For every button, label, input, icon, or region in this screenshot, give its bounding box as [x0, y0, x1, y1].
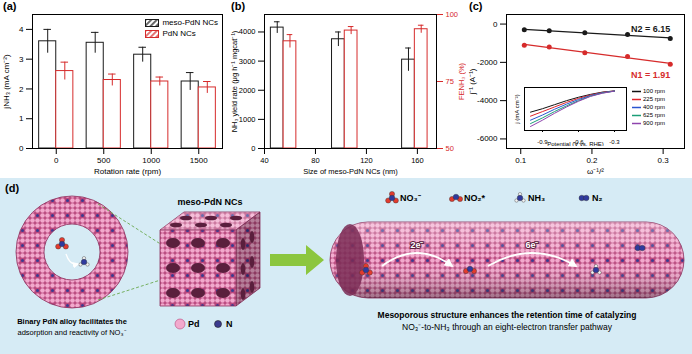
svg-text:NO₂*: NO₂*: [464, 193, 485, 203]
svg-text:NO₃⁻-to-NH₃ through an eight-e: NO₃⁻-to-NH₃ through an eight-electron tr…: [402, 322, 613, 332]
svg-text:6e⁻: 6e⁻: [525, 240, 538, 250]
svg-text:-6000: -6000: [477, 134, 498, 143]
svg-text:-0.3: -0.3: [609, 139, 620, 145]
svg-text:Size of meso-PdN NCs (nm): Size of meso-PdN NCs (nm): [303, 167, 398, 176]
svg-text:Rotation rate (rpm): Rotation rate (rpm): [94, 167, 161, 176]
html-text:225 rpm: 225 rpm: [643, 96, 665, 102]
svg-text:1000: 1000: [239, 115, 256, 124]
svg-text:N: N: [226, 319, 233, 329]
svg-text:160: 160: [411, 156, 424, 165]
svg-text:j (mA cm⁻²): j (mA cm⁻²): [514, 94, 520, 124]
html-text:400 rpm: 400 rpm: [643, 104, 665, 110]
svg-text:Mesoporous structure enhances: Mesoporous structure enhances the retent…: [378, 310, 637, 320]
svg-text:0.1: 0.1: [515, 156, 527, 165]
svg-text:100: 100: [446, 10, 459, 19]
svg-text:N1 = 1.91: N1 = 1.91: [631, 70, 670, 80]
svg-text:NH₃: NH₃: [528, 193, 545, 203]
svg-text:Potential (V vs. RHE): Potential (V vs. RHE): [547, 141, 604, 147]
svg-text:adsorption and reactivity of N: adsorption and reactivity of NO₃⁻: [17, 328, 126, 337]
svg-text:-0.9: -0.9: [537, 138, 548, 145]
svg-text:NH₃ yield rate (μg h⁻¹ mgcat⁻¹: NH₃ yield rate (μg h⁻¹ mgcat⁻¹): [230, 30, 239, 132]
svg-text:NO₃⁻: NO₃⁻: [400, 193, 421, 203]
svg-text:jNH₃ (mA cm⁻²): jNH₃ (mA cm⁻²): [2, 54, 11, 110]
html-text:625 rpm: 625 rpm: [643, 112, 665, 118]
svg-text:-4000: -4000: [477, 96, 498, 105]
html-text:(c): (c): [469, 0, 483, 12]
svg-text:50: 50: [446, 144, 454, 153]
svg-text:4: 4: [19, 25, 24, 34]
svg-text:Pd: Pd: [188, 319, 200, 329]
svg-text:0: 0: [54, 156, 59, 165]
svg-text:1000: 1000: [142, 156, 160, 165]
html-text:PdN NCs: PdN NCs: [162, 29, 196, 38]
svg-text:75: 75: [446, 77, 454, 86]
html-text:100 rpm: 100 rpm: [643, 88, 665, 94]
svg-text:0: 0: [19, 144, 24, 153]
svg-text:2e⁻: 2e⁻: [410, 240, 423, 250]
svg-text:40: 40: [260, 156, 268, 165]
svg-text:2: 2: [19, 85, 24, 94]
svg-text:3: 3: [19, 55, 24, 64]
svg-text:-2000: -2000: [477, 58, 498, 67]
svg-text:500: 500: [97, 156, 111, 165]
svg-text:0: 0: [251, 144, 255, 153]
svg-text:N₂: N₂: [592, 193, 603, 203]
svg-text:j⁻¹ (A⁻¹): j⁻¹ (A⁻¹): [468, 68, 477, 95]
svg-text:FENH₃ (%): FENH₃ (%): [457, 62, 466, 100]
html-text:(b): (b): [231, 0, 245, 12]
svg-text:1: 1: [19, 114, 24, 123]
svg-text:meso-PdN NCs: meso-PdN NCs: [177, 197, 242, 207]
html-text:meso-PdN NCs: meso-PdN NCs: [162, 18, 218, 27]
svg-text:3000: 3000: [239, 57, 256, 66]
svg-text:2000: 2000: [239, 86, 256, 95]
svg-text:ω⁻¹/²: ω⁻¹/²: [587, 167, 604, 176]
svg-text:N2 = 6.15: N2 = 6.15: [631, 24, 670, 34]
svg-text:(d): (d): [5, 182, 19, 194]
html-text:900 rpm: 900 rpm: [643, 120, 665, 126]
svg-text:4000: 4000: [239, 27, 256, 36]
svg-text:1500: 1500: [190, 156, 208, 165]
svg-text:0.3: 0.3: [658, 156, 670, 165]
svg-text:80: 80: [311, 156, 319, 165]
svg-text:0: 0: [493, 20, 498, 29]
svg-text:120: 120: [360, 156, 373, 165]
html-text:(a): (a): [3, 0, 17, 12]
svg-text:Binary PdN alloy facilitates t: Binary PdN alloy facilitates the: [17, 317, 127, 326]
svg-text:0.2: 0.2: [586, 156, 598, 165]
